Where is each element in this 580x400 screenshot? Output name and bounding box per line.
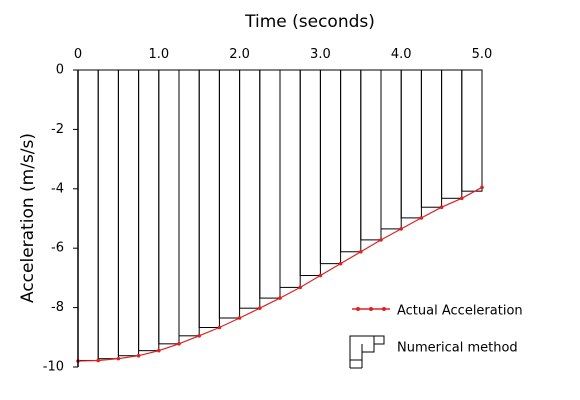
y-tick-label: -6: [51, 241, 64, 256]
numerical-method-bar: [77, 69, 99, 361]
y-tick-label: 0: [56, 63, 64, 78]
y-axis-label: Acceleration (m/s/s): [18, 133, 38, 303]
numerical-method-bar: [158, 69, 180, 345]
x-tick-label: 0: [74, 47, 82, 62]
actual-acceleration-point: [439, 205, 444, 210]
numerical-method-bar: [380, 69, 402, 230]
legend-actual-marker: [382, 307, 386, 311]
actual-acceleration-point: [379, 238, 383, 242]
numerical-method-bar: [178, 69, 200, 337]
x-tick-label: 4.0: [391, 47, 412, 62]
numerical-method-bar: [239, 69, 261, 309]
actual-acceleration-point: [136, 353, 141, 358]
numerical-method-bar: [461, 69, 483, 192]
actual-acceleration-point: [399, 227, 404, 231]
numerical-method-bar: [360, 69, 382, 241]
numerical-method-bar: [319, 69, 342, 265]
actual-acceleration-point: [298, 285, 303, 290]
numerical-method-bar: [279, 69, 301, 288]
x-tick-label: 3.0: [310, 47, 331, 62]
numerical-method-bar: [340, 69, 362, 253]
x-tick-label: 1.0: [148, 47, 169, 62]
numerical-method-bar: [138, 69, 160, 352]
x-tick-labels: 0 1.0 2.0 3.0 4.0 5.0: [74, 47, 492, 62]
actual-acceleration-point: [278, 296, 282, 300]
actual-acceleration-point: [419, 216, 424, 220]
numerical-method-bar: [299, 69, 321, 277]
y-tick-label: -8: [51, 300, 64, 315]
legend-actual-marker: [369, 307, 373, 311]
actual-acceleration-series: [76, 185, 484, 363]
legend: Actual Acceleration Numerical method: [349, 304, 523, 369]
legend-actual-label: Actual Acceleration: [397, 304, 523, 319]
numerical-method-bar: [97, 69, 119, 360]
y-tick-marks: [73, 69, 78, 368]
actual-acceleration-point: [480, 185, 484, 190]
numerical-method-bar: [420, 69, 443, 208]
numerical-method-bar: [259, 69, 281, 299]
legend-actual-marker: [356, 307, 360, 311]
x-tick-label: 2.0: [229, 47, 250, 62]
actual-acceleration-point: [237, 316, 242, 320]
y-tick-label: -2: [51, 122, 64, 137]
actual-acceleration-point: [258, 306, 262, 310]
actual-acceleration-point: [359, 249, 363, 254]
numerical-method-bar: [198, 69, 220, 328]
actual-acceleration-point: [116, 356, 121, 361]
x-tick-label: 5.0: [472, 47, 493, 62]
y-tick-label: -4: [51, 181, 64, 196]
y-tick-label: -10: [43, 360, 64, 375]
actual-acceleration-point: [157, 348, 161, 353]
y-tick-labels: 0 -2 -4 -6 -8 -10: [43, 63, 64, 375]
actual-acceleration-point: [217, 325, 222, 330]
chart-title: Time (seconds): [244, 12, 375, 32]
actual-acceleration-point: [338, 261, 343, 266]
actual-acceleration-point: [318, 273, 323, 278]
numerical-method-series: [77, 69, 483, 361]
legend-numerical-icon: [349, 335, 385, 368]
actual-acceleration-point: [96, 358, 100, 363]
numerical-method-bar: [117, 69, 140, 357]
legend-numerical-label: Numerical method: [397, 341, 518, 356]
numerical-method-bar: [441, 69, 463, 199]
numerical-method-bar: [400, 69, 422, 219]
actual-acceleration-point: [197, 334, 201, 338]
numerical-method-bar: [218, 69, 241, 319]
actual-acceleration-point: [177, 342, 181, 346]
actual-acceleration-point: [460, 196, 464, 201]
